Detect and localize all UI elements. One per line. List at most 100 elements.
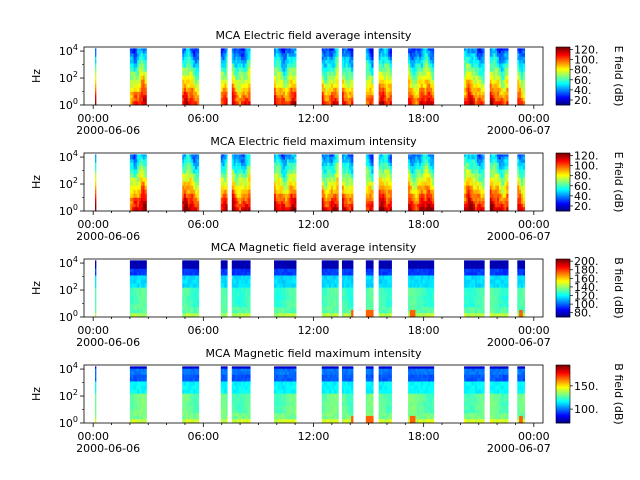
data-segment xyxy=(365,154,374,212)
panel-title: MCA Magnetic field average intensity xyxy=(211,241,417,254)
data-segment xyxy=(129,260,147,318)
data-segment xyxy=(464,154,485,212)
data-segment xyxy=(464,48,485,106)
colorbar-label: B field (dB) xyxy=(612,257,625,318)
colorbar-frame xyxy=(555,152,571,212)
data-segment xyxy=(220,48,228,106)
x-date-label: 2000-06-07 xyxy=(487,336,551,349)
y-axis-label: Hz xyxy=(30,387,43,401)
panel-2: MCA Electric field maximum intensity 100 1… xyxy=(30,135,625,243)
colorbar-frame xyxy=(555,364,571,424)
data-segment xyxy=(517,260,526,318)
data-segment xyxy=(341,48,354,106)
y-tick-label: 100 xyxy=(59,415,78,430)
spectrogram xyxy=(95,260,526,318)
colorbar-tick-label: 60. xyxy=(574,180,592,193)
x-tick-label: 12:00 xyxy=(298,218,330,231)
data-segment xyxy=(408,154,435,212)
data-segment xyxy=(464,366,485,424)
x-tick-label: 06:00 xyxy=(187,324,219,337)
y-tick-label: 100 xyxy=(59,203,78,218)
data-segment xyxy=(489,154,509,212)
data-segment xyxy=(182,366,200,424)
panel-3: MCA Magnetic field average intensity 100 1… xyxy=(30,241,625,349)
colorbar-tick-label: 100. xyxy=(574,298,599,311)
x-tick-label: 18:00 xyxy=(408,218,440,231)
data-segment xyxy=(365,366,374,424)
colorbar-tick-label: 100. xyxy=(574,403,599,416)
data-segment xyxy=(378,154,392,212)
data-segment xyxy=(321,48,339,106)
data-segment xyxy=(231,366,251,424)
colorbar-tick-label: 100. xyxy=(574,160,599,173)
x-tick-label: 00:00 xyxy=(518,218,550,231)
x-tick-label: 00:00 xyxy=(77,112,109,125)
data-segment xyxy=(378,48,392,106)
colorbar-tick-label: 20. xyxy=(574,200,592,213)
x-tick-label: 00:00 xyxy=(518,324,550,337)
x-date-label: 2000-06-06 xyxy=(76,124,140,137)
x-tick-label: 00:00 xyxy=(77,218,109,231)
colorbar-tick-label: 80. xyxy=(574,307,592,320)
colorbar-frame xyxy=(555,258,571,318)
x-tick-label: 18:00 xyxy=(408,324,440,337)
data-segment xyxy=(321,260,339,318)
y-tick-label: 100 xyxy=(59,97,78,112)
data-segment xyxy=(378,366,392,424)
y-tick-label: 102 xyxy=(59,282,78,297)
data-segment xyxy=(129,366,147,424)
y-tick-label: 100 xyxy=(59,309,78,324)
x-date-label: 2000-06-07 xyxy=(487,230,551,243)
x-tick-label: 00:00 xyxy=(518,112,550,125)
x-tick-label: 18:00 xyxy=(408,430,440,443)
colorbar: 20.40.60.80.100.120. E field (dB) xyxy=(555,44,625,107)
y-tick-label: 102 xyxy=(59,70,78,85)
spectrogram xyxy=(95,366,526,424)
data-segment xyxy=(95,48,97,106)
colorbar-tick-label: 120. xyxy=(574,44,599,57)
data-segment xyxy=(220,260,228,318)
y-axis-label: Hz xyxy=(30,281,43,295)
data-segment xyxy=(182,154,200,212)
x-date-label: 2000-06-06 xyxy=(76,442,140,455)
colorbar-label: E field (dB) xyxy=(612,152,625,213)
data-segment xyxy=(489,48,509,106)
x-tick-label: 12:00 xyxy=(298,112,330,125)
colorbar-tick-label: 40. xyxy=(574,190,592,203)
panel-4: MCA Magnetic field maximum intensity 100 1… xyxy=(30,347,625,455)
colorbar-tick-label: 180. xyxy=(574,264,599,277)
panel-title: MCA Electric field maximum intensity xyxy=(210,135,417,148)
data-segment xyxy=(231,48,251,106)
data-segment xyxy=(365,260,374,318)
colorbar-tick-label: 20. xyxy=(574,94,592,107)
data-segment xyxy=(408,260,435,318)
data-segment xyxy=(489,366,509,424)
colorbar-label: E field (dB) xyxy=(612,46,625,107)
data-segment xyxy=(220,154,228,212)
data-segment xyxy=(321,154,339,212)
panel-title: MCA Electric field average intensity xyxy=(216,29,412,42)
x-date-label: 2000-06-07 xyxy=(487,124,551,137)
colorbar: 100. 150. B field (dB) xyxy=(555,363,625,425)
x-tick-label: 18:00 xyxy=(408,112,440,125)
x-tick-label: 12:00 xyxy=(298,430,330,443)
data-segment xyxy=(517,366,526,424)
colorbar-tick-label: 200. xyxy=(574,255,599,268)
colorbar: 80.100.120.140.160.180.200. B field (dB) xyxy=(555,255,625,320)
colorbar-frame xyxy=(555,46,571,106)
data-segment xyxy=(182,260,200,318)
data-segment xyxy=(408,366,435,424)
data-segment xyxy=(231,154,251,212)
data-segment xyxy=(341,260,354,318)
data-segment xyxy=(464,260,485,318)
panel-1: MCA Electric field average intensity 100 1… xyxy=(30,29,625,137)
colorbar-tick-label: 120. xyxy=(574,150,599,163)
panel-title: MCA Magnetic field maximum intensity xyxy=(206,347,422,360)
colorbar-tick-label: 40. xyxy=(574,84,592,97)
y-tick-label: 104 xyxy=(59,43,78,58)
x-tick-label: 00:00 xyxy=(77,430,109,443)
y-tick-label: 102 xyxy=(59,176,78,191)
data-segment xyxy=(489,260,509,318)
data-segment xyxy=(517,48,526,106)
data-segment xyxy=(182,48,200,106)
